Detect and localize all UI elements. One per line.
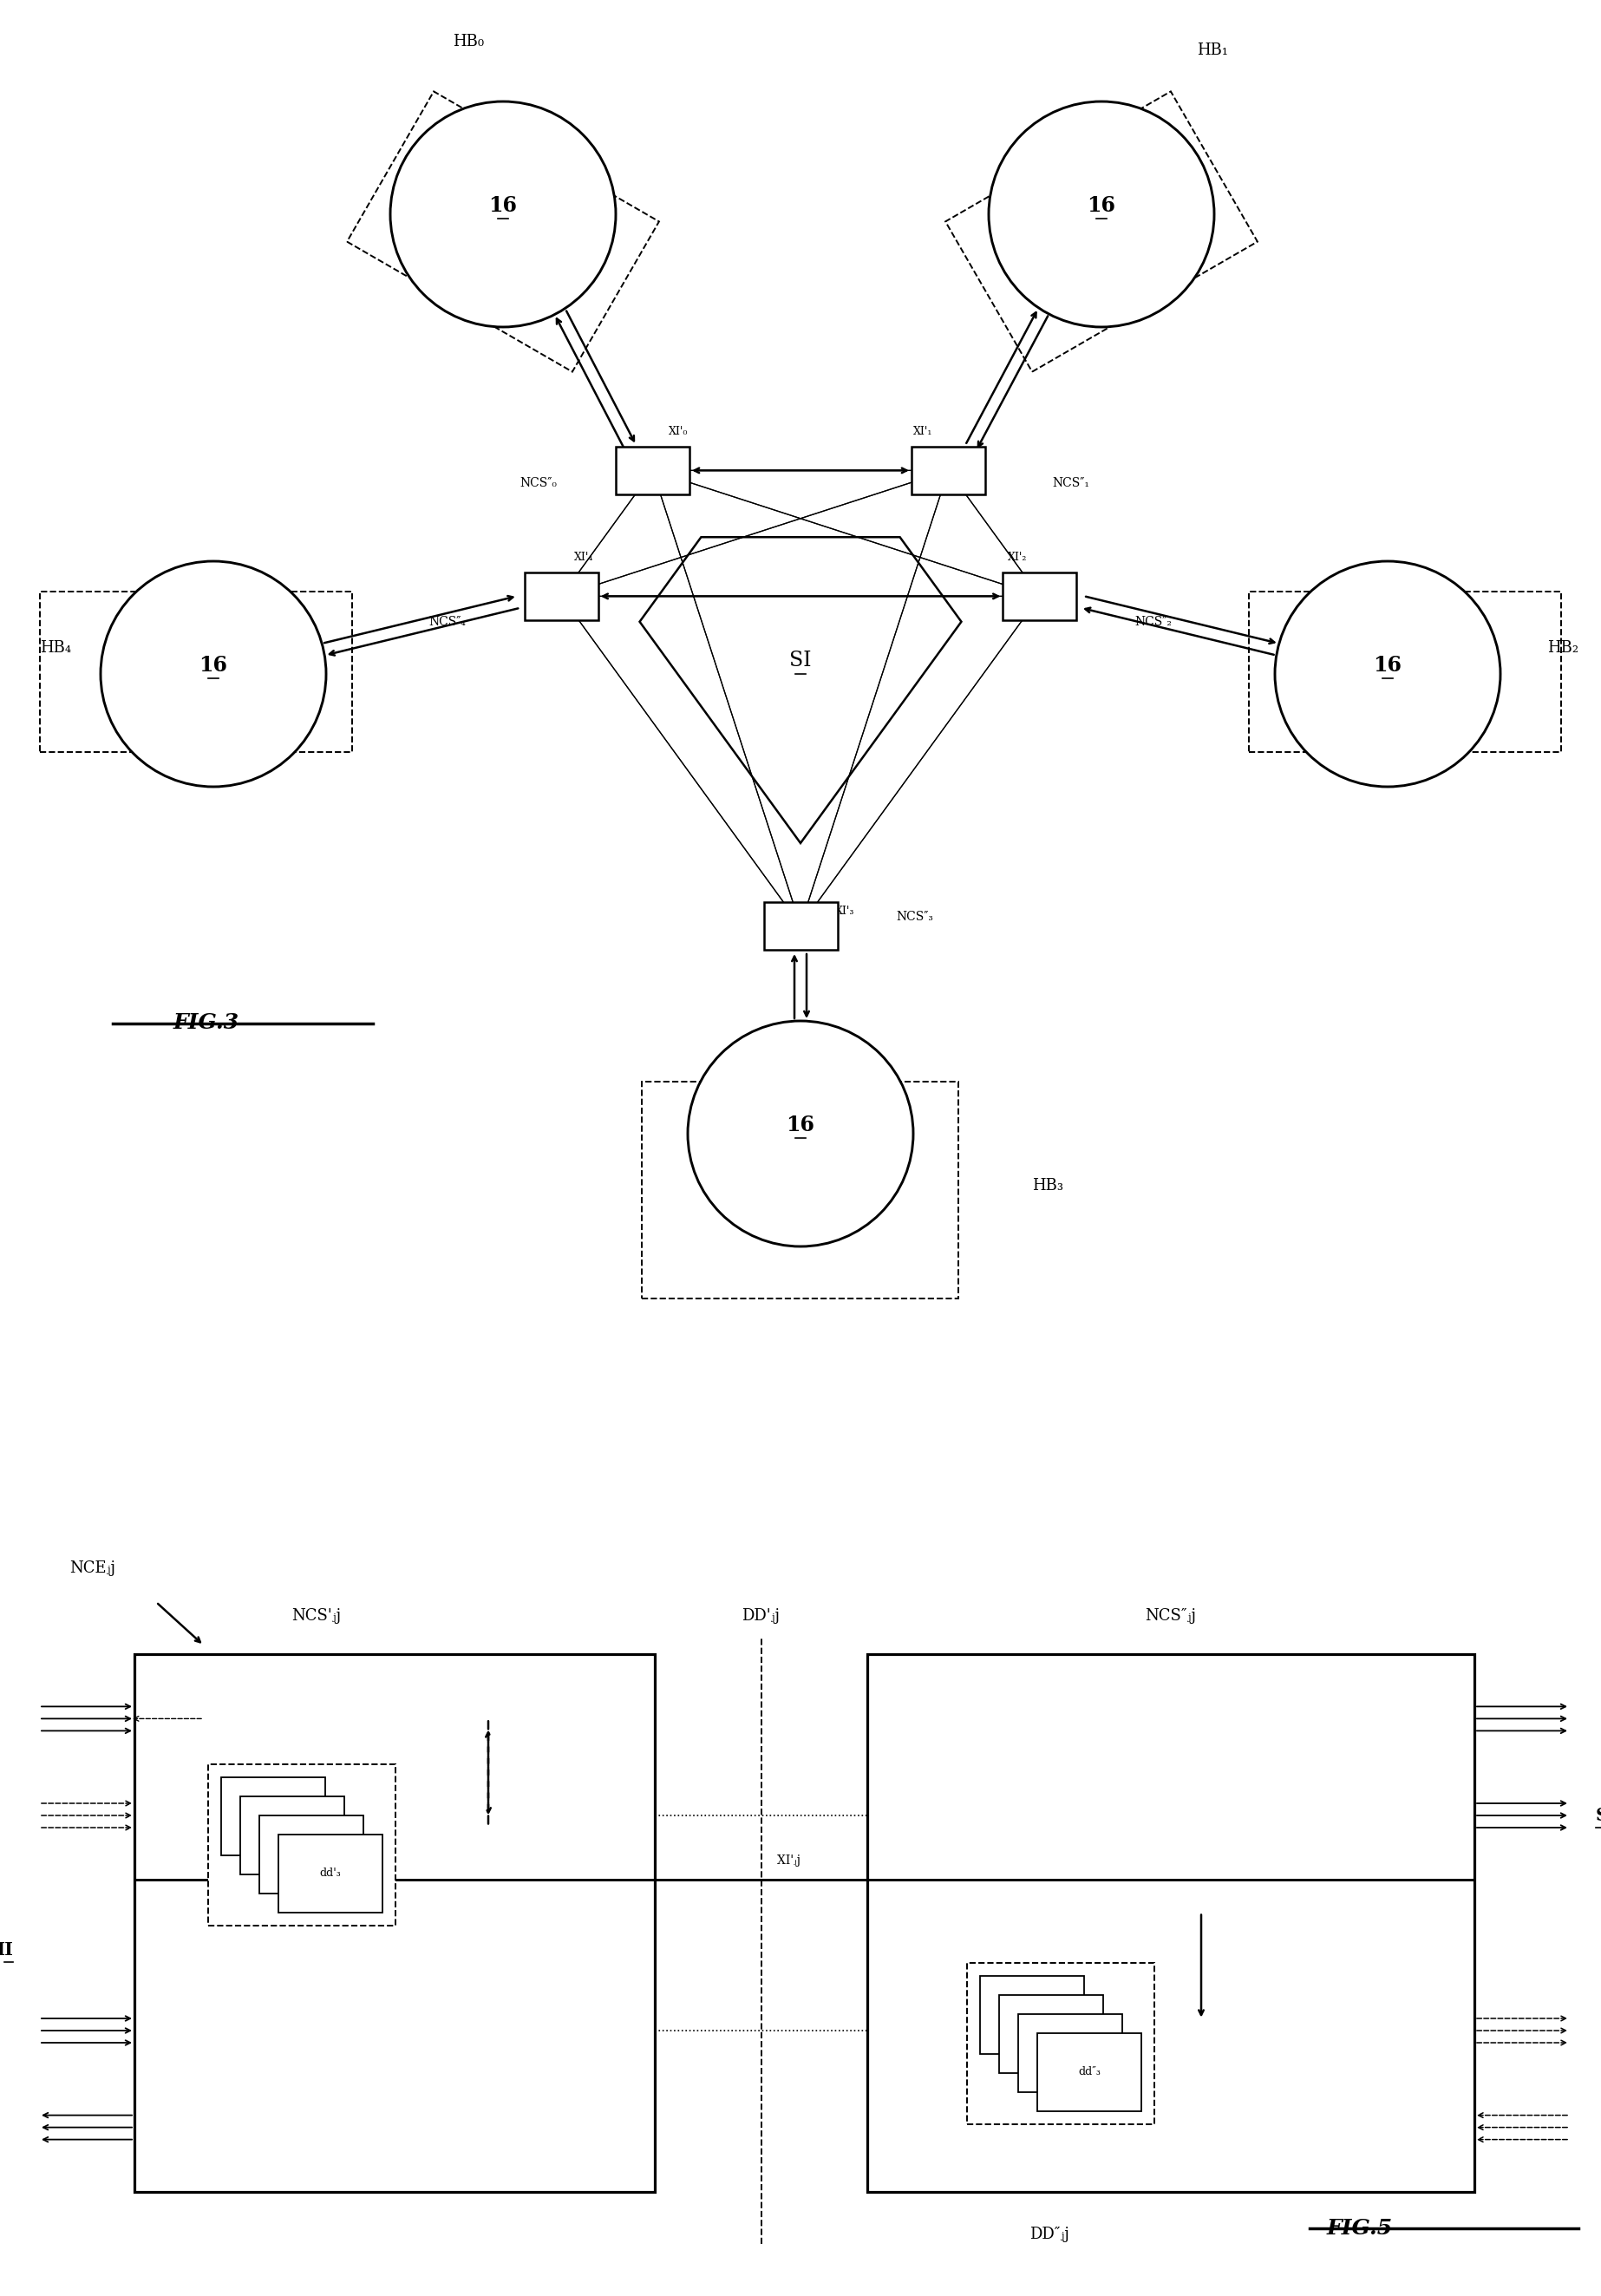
Text: XI'₂: XI'₂ — [1007, 551, 1026, 563]
Text: NCS″₂: NCS″₂ — [1135, 615, 1172, 629]
Bar — [616, 448, 690, 494]
Circle shape — [989, 101, 1214, 326]
Text: dd'₂: dd'₂ — [301, 1848, 322, 1860]
Bar — [279, 1835, 383, 1913]
Text: HB₃: HB₃ — [1033, 1178, 1063, 1194]
Text: DD'ⱼj: DD'ⱼj — [741, 1607, 780, 1623]
Bar — [868, 1653, 1475, 2193]
Text: 16: 16 — [786, 1114, 815, 1137]
Bar — [259, 1816, 363, 1894]
Text: HB₂: HB₂ — [1547, 641, 1579, 657]
Text: MI: MI — [0, 1940, 13, 1958]
Text: FIG.5: FIG.5 — [1327, 2218, 1393, 2239]
Text: HB₁: HB₁ — [1198, 44, 1228, 57]
Text: dd″₀: dd″₀ — [1021, 2009, 1044, 2020]
Text: XI'₀: XI'₀ — [668, 427, 688, 439]
Text: NCS'ⱼj: NCS'ⱼj — [291, 1607, 341, 1623]
Text: NCS″₃: NCS″₃ — [897, 912, 933, 923]
Bar — [221, 1777, 325, 1855]
Text: dd″₁: dd″₁ — [1041, 2027, 1063, 2039]
Bar — [980, 1977, 1084, 2055]
Text: 16: 16 — [199, 654, 227, 675]
Bar — [999, 1995, 1103, 2073]
Bar — [1249, 592, 1561, 753]
Text: FIG.3: FIG.3 — [173, 1013, 240, 1033]
Bar — [967, 1963, 1154, 2124]
Bar — [525, 572, 599, 620]
Bar — [40, 592, 352, 753]
Text: dd'₃: dd'₃ — [320, 1867, 341, 1878]
Text: DD″ⱼj: DD″ⱼj — [1029, 2227, 1069, 2243]
Bar — [208, 1763, 395, 1926]
Text: XI'₁: XI'₁ — [913, 427, 933, 439]
Bar — [1018, 2014, 1122, 2092]
Text: XI'ⱼj⁠: XI'ⱼj⁠ — [776, 1855, 800, 1867]
Bar — [764, 902, 837, 948]
Text: NCS″ⱼj: NCS″ⱼj — [1145, 1607, 1196, 1623]
Bar — [642, 1081, 959, 1300]
Text: XI'₃: XI'₃ — [836, 905, 855, 916]
Bar — [1002, 572, 1076, 620]
Bar — [1037, 2034, 1142, 2112]
Text: HB₀: HB₀ — [453, 34, 484, 51]
Bar — [911, 448, 985, 494]
Text: HB₄: HB₄ — [40, 641, 70, 657]
Bar — [240, 1795, 344, 1874]
Text: NCS″₁: NCS″₁ — [1052, 478, 1090, 489]
Text: NCS″₀: NCS″₀ — [520, 478, 557, 489]
Text: 16: 16 — [1374, 654, 1402, 675]
Text: dd'₁: dd'₁ — [282, 1830, 303, 1841]
Text: 16: 16 — [488, 195, 517, 216]
Text: NCEⱼj: NCEⱼj — [69, 1561, 115, 1575]
Circle shape — [1274, 560, 1500, 788]
Text: SI: SI — [789, 652, 812, 670]
Circle shape — [391, 101, 616, 326]
Bar — [134, 1653, 655, 2193]
Text: XI'₄: XI'₄ — [575, 551, 594, 563]
Text: dd'₀: dd'₀ — [263, 1809, 283, 1821]
Text: 16: 16 — [1087, 195, 1116, 216]
Text: NCS″₄: NCS″₄ — [429, 615, 466, 629]
Circle shape — [101, 560, 327, 788]
Text: dd″₂: dd″₂ — [1058, 2048, 1081, 2060]
Text: SI: SI — [1596, 1807, 1601, 1823]
Circle shape — [688, 1022, 913, 1247]
Text: dd″₃: dd″₃ — [1077, 2066, 1100, 2078]
